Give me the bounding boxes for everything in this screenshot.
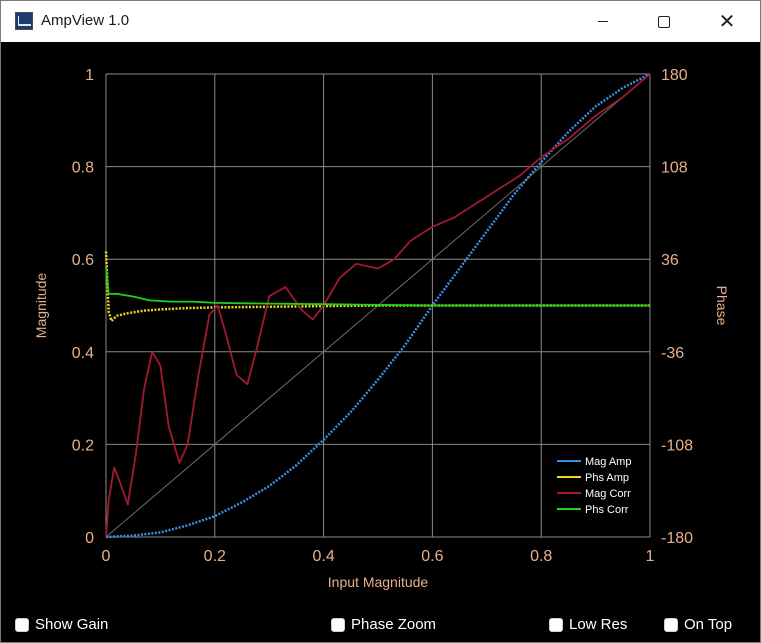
phase-zoom-checkbox[interactable]: Phase Zoom	[331, 616, 436, 633]
minimize-button[interactable]	[573, 1, 633, 42]
plot-area[interactable]: 0 0.2 0.4 0.6 0.8 1 0 0.2 0.4 0.6 0.8 1 -180 -108 -3…	[1, 43, 760, 603]
checkbox-box[interactable]	[15, 617, 29, 632]
y-tick-label: 0.2	[72, 437, 94, 454]
y-tick-label: 0.4	[72, 345, 94, 362]
on-top-checkbox[interactable]: On Top	[664, 616, 732, 633]
y2-tick-label: 180	[661, 67, 688, 84]
title-bar[interactable]: AmpView 1.0 ✕	[1, 1, 760, 42]
y2-tick-label: -108	[661, 437, 693, 454]
y-axis-title: Magnitude	[33, 273, 49, 339]
legend-entry: Mag Amp	[585, 456, 631, 468]
legend: Mag Amp Phs Amp Mag Corr Phs Corr	[557, 456, 631, 516]
series-line-mag-corr	[105, 73, 651, 538]
amplitude-chart[interactable]: 0 0.2 0.4 0.6 0.8 1 0 0.2 0.4 0.6 0.8 1 -180 -108 -3…	[1, 43, 760, 603]
y-tick-label: 1	[85, 67, 94, 84]
checkbox-box[interactable]	[549, 617, 563, 632]
x-tick-label: 0	[102, 548, 111, 565]
y2-tick-label: -180	[661, 530, 693, 547]
legend-entry: Phs Amp	[585, 472, 629, 484]
checkbox-box[interactable]	[331, 617, 345, 632]
options-bar: Show Gain Phase Zoom Low Res On Top	[1, 605, 760, 643]
x-tick-label: 0.4	[312, 548, 334, 565]
series-line-mag-amp	[105, 72, 651, 539]
y2-tick-label: 36	[661, 252, 679, 269]
series-line-phs-amp	[104, 251, 650, 323]
legend-entry: Mag Corr	[585, 488, 631, 500]
x-tick-label: 1	[646, 548, 655, 565]
show-gain-checkbox[interactable]: Show Gain	[15, 616, 108, 633]
x-tick-label: 0.6	[421, 548, 443, 565]
x-tick-labels: 0 0.2 0.4 0.6 0.8 1	[102, 548, 655, 565]
close-icon: ✕	[718, 10, 736, 33]
close-button[interactable]: ✕	[697, 1, 757, 42]
low-res-checkbox[interactable]: Low Res	[549, 616, 627, 633]
y2-tick-label: 108	[661, 160, 688, 177]
y-tick-label: 0	[85, 530, 94, 547]
maximize-button[interactable]	[634, 1, 694, 42]
checkbox-label: Phase Zoom	[351, 616, 437, 633]
minimize-icon	[598, 21, 608, 22]
series-lines	[104, 72, 651, 539]
y-tick-label: 0.8	[72, 160, 94, 177]
amplifier-app-icon[interactable]	[15, 12, 33, 30]
x-tick-label: 0.2	[204, 548, 226, 565]
checkbox-label: Low Res	[569, 616, 628, 633]
y-tick-labels: 0 0.2 0.4 0.6 0.8 1	[72, 67, 94, 547]
checkbox-label: Show Gain	[35, 616, 109, 633]
x-tick-label: 0.8	[530, 548, 552, 565]
x-axis-title: Input Magnitude	[328, 574, 429, 590]
checkbox-label: On Top	[684, 616, 733, 633]
checkbox-box[interactable]	[664, 617, 678, 632]
legend-entry: Phs Corr	[585, 504, 629, 516]
y2-tick-labels: -180 -108 -36 36 108 180	[661, 67, 693, 547]
y2-tick-label: -36	[661, 345, 684, 362]
y-tick-label: 0.6	[72, 252, 94, 269]
window-title: AmpView 1.0	[41, 12, 130, 29]
series-line-phs-corr	[105, 266, 650, 307]
maximize-icon	[658, 15, 670, 28]
y2-axis-title: Phase	[714, 286, 730, 326]
